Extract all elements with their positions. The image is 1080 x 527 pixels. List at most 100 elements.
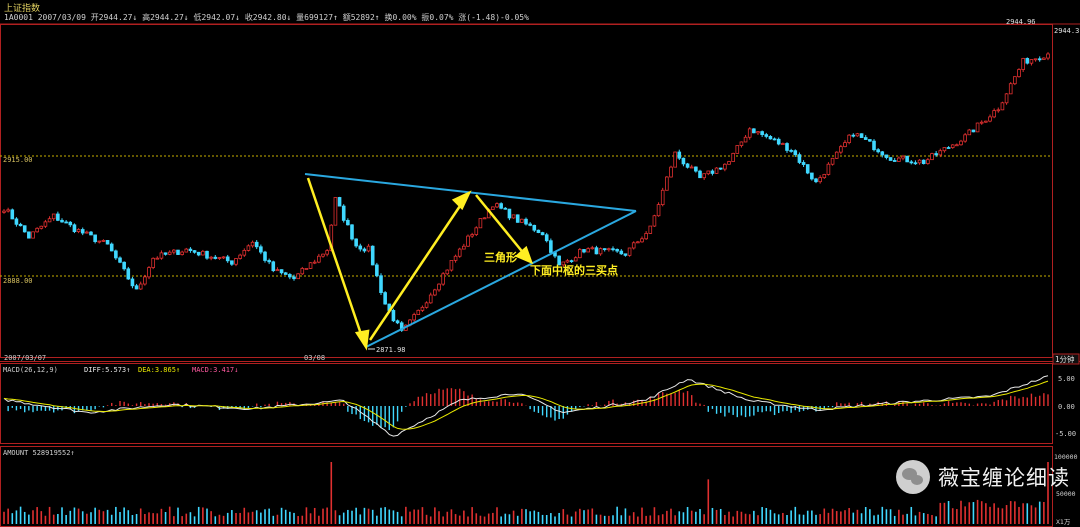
amount-bars <box>3 462 1049 524</box>
quote-amount: 额52892↑ <box>342 13 380 22</box>
candle-body <box>644 233 648 240</box>
candle-body <box>868 139 872 142</box>
candle-body <box>793 150 798 156</box>
candle-body <box>379 275 383 293</box>
candle-body <box>317 255 321 263</box>
macd-histogram <box>7 388 1049 431</box>
macd-diff-value: DIFF:5.573↑ <box>84 366 130 374</box>
candle-body <box>60 219 64 223</box>
candle-body <box>138 283 143 290</box>
candle-body <box>449 260 454 271</box>
macd-label: MACD(26,12,9) <box>3 366 58 374</box>
candle-body <box>192 250 197 253</box>
candle-body <box>114 250 118 259</box>
candle-body <box>1000 102 1005 111</box>
candle-body <box>2 210 6 213</box>
candle-body <box>963 134 967 142</box>
macd-hist-value: MACD:3.417↓ <box>192 366 238 374</box>
quote-open: 开2944.27↓ <box>90 13 138 22</box>
candle-body <box>930 153 934 161</box>
candle-body <box>950 144 955 148</box>
candle-body <box>507 208 512 219</box>
candle-body <box>515 214 520 223</box>
candle-body <box>623 253 628 256</box>
candle-body <box>437 283 441 291</box>
candle-body <box>789 150 793 152</box>
macd-dea-value: DEA:3.865↑ <box>138 366 180 374</box>
candle-body <box>656 204 661 217</box>
candle-body <box>810 172 814 180</box>
candle-body <box>254 241 259 248</box>
candle-body <box>805 164 810 174</box>
candle-body <box>549 240 553 253</box>
candle-body <box>35 227 39 233</box>
candle-body <box>122 261 126 270</box>
timeframe-label: 1分钟 <box>1055 354 1075 364</box>
candle-body <box>453 255 458 261</box>
candle-body <box>56 213 60 221</box>
candle-body <box>350 224 354 240</box>
candle-body <box>839 146 843 153</box>
candle-body <box>375 264 379 277</box>
candle-body <box>897 157 901 162</box>
candle-body <box>979 121 984 124</box>
candle-body <box>416 309 421 315</box>
candle-body <box>499 203 503 209</box>
candle-body <box>565 260 570 263</box>
candle-body <box>118 257 122 263</box>
candles <box>2 52 1050 332</box>
candle-body <box>433 289 437 296</box>
arrow-head-2 <box>451 190 472 211</box>
candle-body <box>188 248 193 251</box>
candle-body <box>147 267 151 278</box>
candle-body <box>602 248 607 251</box>
candle-body <box>288 274 292 278</box>
candle-body <box>768 136 773 140</box>
candle-body <box>938 150 943 156</box>
candle-body <box>134 285 139 290</box>
candle-body <box>205 250 209 259</box>
candle-body <box>888 157 893 161</box>
candle-body <box>665 176 669 191</box>
candle-body <box>524 218 528 225</box>
candle-body <box>68 221 73 226</box>
candle-body <box>536 229 541 233</box>
candle-body <box>540 232 545 236</box>
candle-body <box>176 249 180 255</box>
quote-volume: 量699127↑ <box>296 13 338 22</box>
candle-body <box>97 240 102 243</box>
quote-close: 收2942.80↓ <box>244 13 292 22</box>
candle-body <box>988 116 992 122</box>
candle-body <box>109 243 114 252</box>
candle-body <box>921 159 926 164</box>
triangle-lower-line <box>365 210 637 348</box>
quote-low: 低2942.07↓ <box>193 13 240 22</box>
candle-body <box>710 170 715 174</box>
arrow-head-1 <box>354 329 370 351</box>
candle-body <box>702 173 706 179</box>
triangle-annotation: 三角形 <box>484 250 517 264</box>
candle-body <box>474 227 479 235</box>
candle-body <box>1029 59 1034 64</box>
last-price-label: 2944.3 <box>1054 27 1079 35</box>
candle-body <box>76 229 81 233</box>
candle-body <box>201 250 205 256</box>
candle-body <box>607 248 611 251</box>
candle-body <box>520 218 524 223</box>
candle-body <box>462 245 466 250</box>
candle-body <box>93 234 97 242</box>
candle-body <box>652 215 657 227</box>
macd-tick-neg5: -5.00 <box>1055 430 1076 438</box>
candle-body <box>85 231 89 234</box>
candle-body <box>573 257 578 262</box>
candle-body <box>814 178 818 183</box>
candle-body <box>959 140 963 146</box>
timeframe-button[interactable] <box>1052 353 1080 365</box>
quote-date: 2007/03/09 <box>37 13 86 22</box>
candle-body <box>598 248 603 255</box>
candle-body <box>126 268 131 280</box>
candle-body <box>72 224 77 233</box>
candle-body <box>300 268 305 275</box>
candle-body <box>723 163 727 170</box>
